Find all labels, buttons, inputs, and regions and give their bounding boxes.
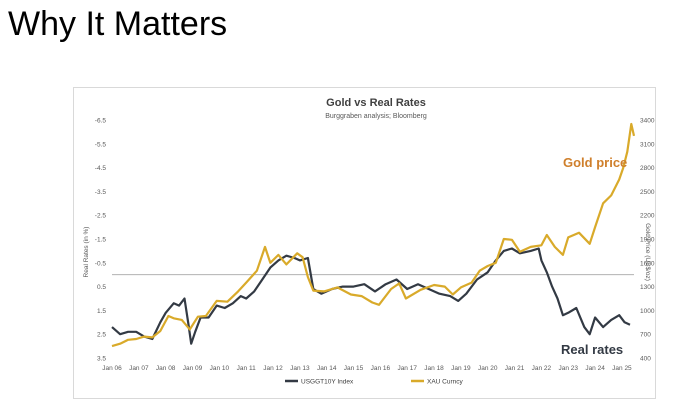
y-tick-right: 3400: [640, 118, 655, 125]
x-tick: Jan 13: [290, 365, 310, 372]
x-tick: Jan 23: [558, 365, 578, 372]
y-tick-right: 2800: [640, 165, 655, 172]
y-tick-left: -1.5: [95, 237, 107, 244]
gold-price-annotation: Gold price: [563, 155, 627, 170]
y-tick-right: 400: [640, 356, 651, 363]
x-tick: Jan 08: [156, 365, 176, 372]
x-tick: Jan 18: [424, 365, 444, 372]
x-tick: Jan 12: [263, 365, 283, 372]
y-tick-right: 1300: [640, 284, 655, 291]
gold-vs-real-rates-chart: Gold vs Real Rates Burggraben analysis; …: [83, 97, 655, 386]
x-tick: Jan 11: [237, 365, 256, 372]
y-tick-left: -4.5: [95, 165, 107, 172]
x-tick: Jan 21: [505, 365, 525, 372]
y-axis-label-right: Gold Price (US$/oz): [644, 223, 651, 281]
y-tick-left: -5.5: [95, 141, 107, 148]
y-tick-left: 0.5: [97, 284, 106, 291]
x-tick: Jan 24: [585, 365, 605, 372]
x-tick: Jan 25: [612, 365, 632, 372]
x-tick: Jan 14: [317, 365, 337, 372]
legend-label-usggt10y: USGGT10Y Index: [301, 379, 354, 386]
x-tick: Jan 16: [371, 365, 391, 372]
x-tick: Jan 06: [102, 365, 122, 372]
chart-frame: Gold vs Real Rates Burggraben analysis; …: [73, 87, 656, 399]
x-tick: Jan 15: [344, 365, 364, 372]
chart-legend: USGGT10Y Index XAU Curncy: [285, 379, 464, 386]
x-tick: Jan 09: [183, 365, 203, 372]
x-tick: Jan 07: [129, 365, 149, 372]
x-tick: Jan 22: [532, 365, 552, 372]
y-tick-right: 1600: [640, 260, 655, 267]
y-tick-right: 2500: [640, 189, 655, 196]
chart-title: Gold vs Real Rates: [326, 97, 426, 109]
y-tick-left: 1.5: [97, 308, 106, 315]
y-tick-left: -6.5: [95, 118, 107, 125]
y-tick-right: 2200: [640, 213, 655, 220]
y-tick-left: -3.5: [95, 189, 107, 196]
legend-label-xau: XAU Curncy: [427, 379, 464, 386]
x-tick: Jan 19: [451, 365, 471, 372]
slide-title: Why It Matters: [8, 5, 228, 43]
y-axis-label-left: Real Rates (in %): [83, 227, 90, 278]
y-tick-left: 2.5: [97, 332, 106, 339]
y-tick-right: 1000: [640, 308, 655, 315]
y-tick-left: -0.5: [95, 260, 107, 267]
y-tick-right: 700: [640, 332, 651, 339]
x-tick: Jan 20: [478, 365, 498, 372]
x-tick: Jan 17: [397, 365, 417, 372]
chart-subtitle: Burggraben analysis; Bloomberg: [325, 113, 427, 120]
real-rates-annotation: Real rates: [561, 342, 623, 357]
x-tick: Jan 10: [210, 365, 230, 372]
y-tick-right: 3100: [640, 141, 655, 148]
series-line-xau: [111, 122, 636, 348]
y-tick-right: 1900: [640, 237, 655, 244]
y-tick-left: -2.5: [95, 213, 107, 220]
y-tick-left: 3.5: [97, 356, 106, 363]
